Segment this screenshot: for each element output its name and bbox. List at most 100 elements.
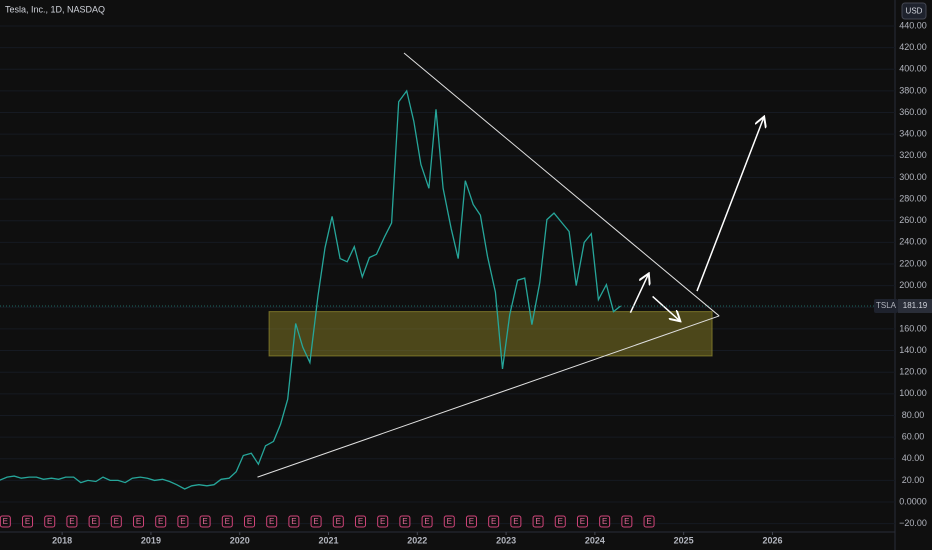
x-tick-label: 2024 (585, 535, 605, 545)
y-tick-label: 80.00 (902, 410, 925, 420)
y-tick-label: 320.00 (899, 150, 927, 160)
earnings-label: E (91, 517, 96, 526)
earnings-label: E (424, 517, 429, 526)
earnings-label: E (602, 517, 607, 526)
earnings-marker (354, 515, 366, 528)
arrow (652, 295, 680, 320)
x-tick-label: 2021 (319, 535, 339, 545)
currency[interactable]: USD (906, 7, 923, 16)
earnings-marker (377, 515, 389, 528)
y-tick-label: 140.00 (899, 345, 927, 355)
earnings-marker (221, 515, 233, 528)
earnings-marker (465, 515, 477, 528)
x-tick-label: 2025 (674, 535, 694, 545)
earnings-label: E (558, 517, 563, 526)
trendline (403, 52, 720, 317)
y-tick-label: 280.00 (899, 193, 927, 203)
y-tick-label: 40.00 (902, 453, 925, 463)
y-tick-label: 120.00 (899, 367, 927, 377)
y-tick-label: 60.00 (902, 431, 925, 441)
earnings-marker (599, 515, 611, 528)
y-tick-label: 360.00 (899, 107, 927, 117)
earnings-label: E (402, 517, 407, 526)
y-tick-label: 100.00 (899, 388, 927, 398)
y-tick-label: 160.00 (899, 323, 927, 333)
earnings-label: E (513, 517, 518, 526)
support-zone (268, 311, 713, 357)
earnings-label: E (136, 517, 141, 526)
earnings-label: E (3, 517, 8, 526)
earnings-marker (643, 515, 655, 528)
earnings-marker (332, 515, 344, 528)
earnings-marker (199, 515, 211, 528)
earnings-label: E (336, 517, 341, 526)
earnings-label: E (313, 517, 318, 526)
earnings-marker (243, 515, 255, 528)
earnings-label: E (380, 517, 385, 526)
earnings-marker (554, 515, 566, 528)
earnings-marker (421, 515, 433, 528)
earnings-label: E (247, 517, 252, 526)
arrow (696, 118, 764, 292)
earnings-marker (22, 515, 34, 528)
earnings-label: E (114, 517, 119, 526)
x-tick-label: 2026 (762, 535, 782, 545)
y-tick-label: 0.0000 (899, 496, 927, 506)
y-tick-label: 200.00 (899, 280, 927, 290)
earnings-label: E (535, 517, 540, 526)
y-tick-label: 240.00 (899, 237, 927, 247)
price-line (0, 89, 622, 490)
earnings-label: E (291, 517, 296, 526)
earnings-marker (0, 515, 11, 528)
x-tick-label: 2019 (141, 535, 161, 545)
earnings-marker (488, 515, 500, 528)
earnings-marker (44, 515, 56, 528)
earnings-marker (399, 515, 411, 528)
earnings-marker (576, 515, 588, 528)
earnings-label: E (491, 517, 496, 526)
earnings-label: E (358, 517, 363, 526)
x-tick-label: 2018 (52, 535, 72, 545)
y-tick-label: 380.00 (899, 85, 927, 95)
earnings-marker (266, 515, 278, 528)
price-label: 181.19 (903, 301, 928, 310)
y-tick-label: 220.00 (899, 258, 927, 268)
earnings-marker (155, 515, 167, 528)
earnings-label: E (225, 517, 230, 526)
price-tag (898, 298, 932, 313)
currency-button[interactable] (901, 2, 927, 20)
earnings-marker (177, 515, 189, 528)
y-tick-label: 420.00 (899, 42, 927, 52)
earnings-marker (510, 515, 522, 528)
y-tick-label: 440.00 (899, 20, 927, 30)
earnings-marker (443, 515, 455, 528)
earnings-label: E (180, 517, 185, 526)
x-tick-label: 2022 (407, 535, 427, 545)
trendline (257, 315, 720, 478)
earnings-marker (621, 515, 633, 528)
y-tick-label: 340.00 (899, 129, 927, 139)
x-tick-label: 2023 (496, 535, 516, 545)
earnings-label: E (447, 517, 452, 526)
earnings-label: E (646, 517, 651, 526)
earnings-label: E (158, 517, 163, 526)
symbol-label: TSLA (876, 301, 897, 310)
y-tick-label: −20.00 (899, 518, 927, 528)
earnings-marker (66, 515, 78, 528)
earnings-marker (133, 515, 145, 528)
y-tick-label: 260.00 (899, 215, 927, 225)
earnings-label: E (47, 517, 52, 526)
x-tick-label: 2020 (230, 535, 250, 545)
earnings-label: E (269, 517, 274, 526)
earnings-label: E (624, 517, 629, 526)
y-tick-label: 300.00 (899, 172, 927, 182)
earnings-marker (110, 515, 122, 528)
earnings-label: E (69, 517, 74, 526)
earnings-marker (310, 515, 322, 528)
earnings-label: E (25, 517, 30, 526)
chart-title: Tesla, Inc., 1D, NASDAQ (5, 4, 105, 14)
symbol-tag (874, 298, 898, 313)
earnings-marker (288, 515, 300, 528)
